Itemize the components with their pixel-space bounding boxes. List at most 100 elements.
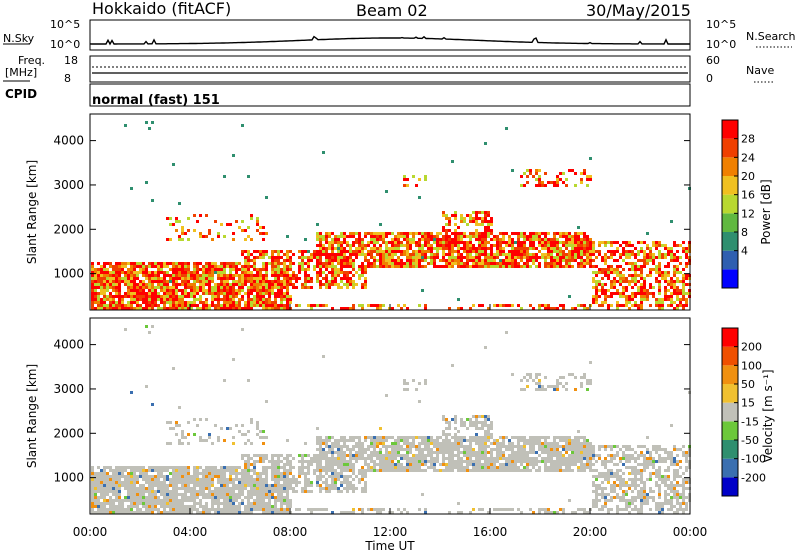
power-cell bbox=[313, 265, 316, 268]
power-cell bbox=[604, 298, 607, 301]
power-cell bbox=[571, 250, 574, 253]
velocity-cell bbox=[103, 472, 106, 475]
power-cell bbox=[256, 295, 259, 298]
velocity-cell bbox=[133, 472, 136, 475]
power-cell bbox=[676, 292, 679, 295]
velocity-cell bbox=[484, 460, 487, 463]
velocity-cell bbox=[457, 430, 460, 433]
velocity-cell bbox=[136, 478, 139, 481]
power-cell bbox=[256, 277, 259, 280]
power-cell bbox=[355, 250, 358, 253]
power-cell bbox=[334, 277, 337, 280]
velocity-cell bbox=[262, 454, 265, 457]
power-cell bbox=[457, 250, 460, 253]
velocity-cell bbox=[205, 487, 208, 490]
velocity-cell bbox=[457, 439, 460, 442]
velocity-cell bbox=[193, 490, 196, 493]
velocity-cell bbox=[199, 478, 202, 481]
velocity-cell bbox=[460, 439, 463, 442]
power-cell bbox=[160, 271, 163, 274]
power-cell bbox=[355, 283, 358, 286]
power-cell bbox=[673, 280, 676, 283]
power-cell bbox=[496, 262, 499, 265]
power-cell bbox=[469, 256, 472, 259]
velocity-cell bbox=[151, 511, 154, 514]
velocity-cell bbox=[133, 502, 136, 505]
velocity-cell bbox=[142, 505, 145, 508]
power-cell bbox=[226, 277, 229, 280]
velocity-cell bbox=[160, 511, 163, 514]
velocity-cell bbox=[508, 469, 511, 472]
velocity-cell bbox=[409, 457, 412, 460]
velocity-cell bbox=[439, 445, 442, 448]
velocity-cell bbox=[529, 448, 532, 451]
velocity-cell bbox=[154, 508, 157, 511]
power-cell bbox=[640, 241, 643, 244]
power-cell bbox=[457, 298, 460, 301]
power-cell bbox=[160, 283, 163, 286]
power-cell bbox=[319, 256, 322, 259]
velocity-cell bbox=[340, 475, 343, 478]
velocity-cell bbox=[310, 490, 313, 493]
power-cell bbox=[553, 244, 556, 247]
power-cell bbox=[502, 259, 505, 262]
velocity-cell bbox=[346, 469, 349, 472]
power-cell bbox=[355, 232, 358, 235]
velocity-cell bbox=[406, 388, 409, 391]
power-cell bbox=[445, 229, 448, 232]
power-cell bbox=[286, 301, 289, 304]
power-cell bbox=[343, 256, 346, 259]
power-cell bbox=[157, 262, 160, 265]
power-cell bbox=[157, 298, 160, 301]
power-cell bbox=[412, 250, 415, 253]
velocity-cell bbox=[286, 475, 289, 478]
power-cell bbox=[562, 259, 565, 262]
velocity-cell bbox=[481, 421, 484, 424]
power-cell bbox=[481, 304, 484, 307]
velocity-cell bbox=[538, 469, 541, 472]
power-cell bbox=[547, 307, 550, 310]
power-cell bbox=[508, 244, 511, 247]
power-cell bbox=[643, 250, 646, 253]
velocity-cell bbox=[484, 430, 487, 433]
velocity-cell bbox=[247, 472, 250, 475]
velocity-cell bbox=[421, 469, 424, 472]
velocity-cell bbox=[448, 457, 451, 460]
velocity-cell bbox=[115, 499, 118, 502]
power-cell bbox=[421, 256, 424, 259]
power-cell bbox=[616, 304, 619, 307]
velocity-cell bbox=[307, 490, 310, 493]
power-cell bbox=[349, 265, 352, 268]
power-cell bbox=[313, 253, 316, 256]
velocity-cell bbox=[211, 490, 214, 493]
power-cell bbox=[316, 223, 319, 226]
power-cell bbox=[622, 241, 625, 244]
velocity-cell bbox=[544, 442, 547, 445]
velocity-cell bbox=[184, 511, 187, 514]
velocity-cell bbox=[238, 496, 241, 499]
power-cell bbox=[358, 238, 361, 241]
velocity-cell bbox=[472, 460, 475, 463]
velocity-cell bbox=[421, 457, 424, 460]
power-cell bbox=[334, 268, 337, 271]
power-cell bbox=[121, 268, 124, 271]
velocity-cell bbox=[502, 463, 505, 466]
power-cell bbox=[340, 286, 343, 289]
velocity-cell bbox=[442, 469, 445, 472]
velocity-cell bbox=[523, 436, 526, 439]
velocity-cell bbox=[373, 463, 376, 466]
velocity-cell bbox=[163, 502, 166, 505]
power-cell bbox=[631, 262, 634, 265]
velocity-cell bbox=[271, 472, 274, 475]
power-cell bbox=[556, 178, 559, 181]
velocity-cell bbox=[244, 484, 247, 487]
velocity-cell bbox=[196, 511, 199, 514]
power-cell bbox=[346, 274, 349, 277]
power-cell bbox=[313, 304, 316, 307]
velocity-cell bbox=[394, 457, 397, 460]
velocity-cell bbox=[475, 451, 478, 454]
velocity-cell bbox=[265, 508, 268, 511]
power-cell bbox=[223, 268, 226, 271]
power-cell bbox=[571, 265, 574, 268]
power-cell bbox=[205, 262, 208, 265]
